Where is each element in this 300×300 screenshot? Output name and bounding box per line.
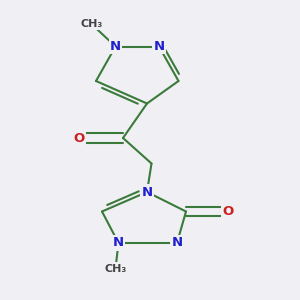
Text: N: N: [141, 185, 153, 199]
Text: N: N: [171, 236, 183, 250]
Text: N: N: [110, 40, 121, 53]
Text: CH₃: CH₃: [104, 263, 127, 274]
Text: CH₃: CH₃: [80, 19, 103, 29]
Text: O: O: [222, 205, 234, 218]
Text: N: N: [153, 40, 165, 53]
Text: O: O: [74, 131, 85, 145]
Text: N: N: [113, 236, 124, 250]
